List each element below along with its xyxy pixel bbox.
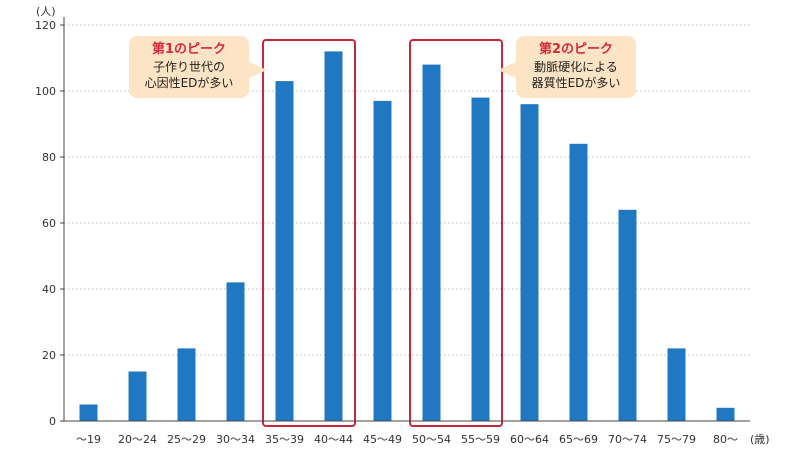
bar-12 [667,348,686,421]
x-tick-label: 20～24 [118,433,157,446]
x-tick-label: 75～79 [657,433,696,446]
bars [79,51,735,422]
bar-7 [422,64,441,421]
x-tick-label: ～19 [76,433,101,446]
bar-11 [618,209,637,421]
x-tick-label: 50～54 [412,433,451,446]
callout-bubble [129,36,249,98]
bar-9 [520,104,539,421]
y-tick-label: 40 [42,283,56,296]
bar-2 [177,348,196,421]
bar-3 [226,282,245,421]
highlight-box-1 [262,39,356,427]
y-tick-label: 0 [49,415,56,428]
bar-13 [716,407,735,421]
bar-6 [373,100,392,422]
x-tick-label: 55～59 [461,433,500,446]
callout-line: 心因性EDが多い [145,75,234,90]
x-tick-label: 40～44 [314,433,353,446]
bar-0 [79,404,98,421]
x-tick-label: 25～29 [167,433,206,446]
callout-pointer [498,62,516,78]
x-tick-label: 30～34 [216,433,255,446]
y-tick-label: 60 [42,217,56,230]
callout-title: 第2のピーク [539,41,613,57]
x-tick-label: 45～49 [363,433,402,446]
axes [60,17,750,422]
y-tick-label: 100 [35,85,56,98]
callout-line: 動脈硬化による [534,60,618,74]
x-tick-label: 65～69 [559,433,598,446]
x-tick-label: 80～ [713,433,738,446]
y-tick-label: 80 [42,151,56,164]
bar-4 [275,81,294,421]
callout-title: 第1のピーク [152,41,226,57]
y-unit-label: (人) [36,5,56,18]
callout-line: 器質性EDが多い [532,75,621,90]
bar-10 [569,143,588,422]
bar-5 [324,51,343,422]
callout-bubble [516,36,636,98]
highlight-box-2 [409,39,503,427]
bar-1 [128,371,147,421]
x-unit-label: (歳) [750,433,770,446]
x-tick-label: 35～39 [265,433,304,446]
tick-labels: 0 20 40 60 80 100 120 ～19 20～24 25～29 30～34 35～39 40… [35,19,738,446]
x-tick-label: 70～74 [608,433,647,446]
x-tick-label: 60～64 [510,433,549,446]
bar-8 [471,97,490,421]
callout-pointer [249,62,267,78]
y-tick-label: 20 [42,349,56,362]
callout-line: 子作り世代の [153,60,225,74]
highlight-boxes [262,39,503,427]
y-tick-label: 120 [35,19,56,32]
